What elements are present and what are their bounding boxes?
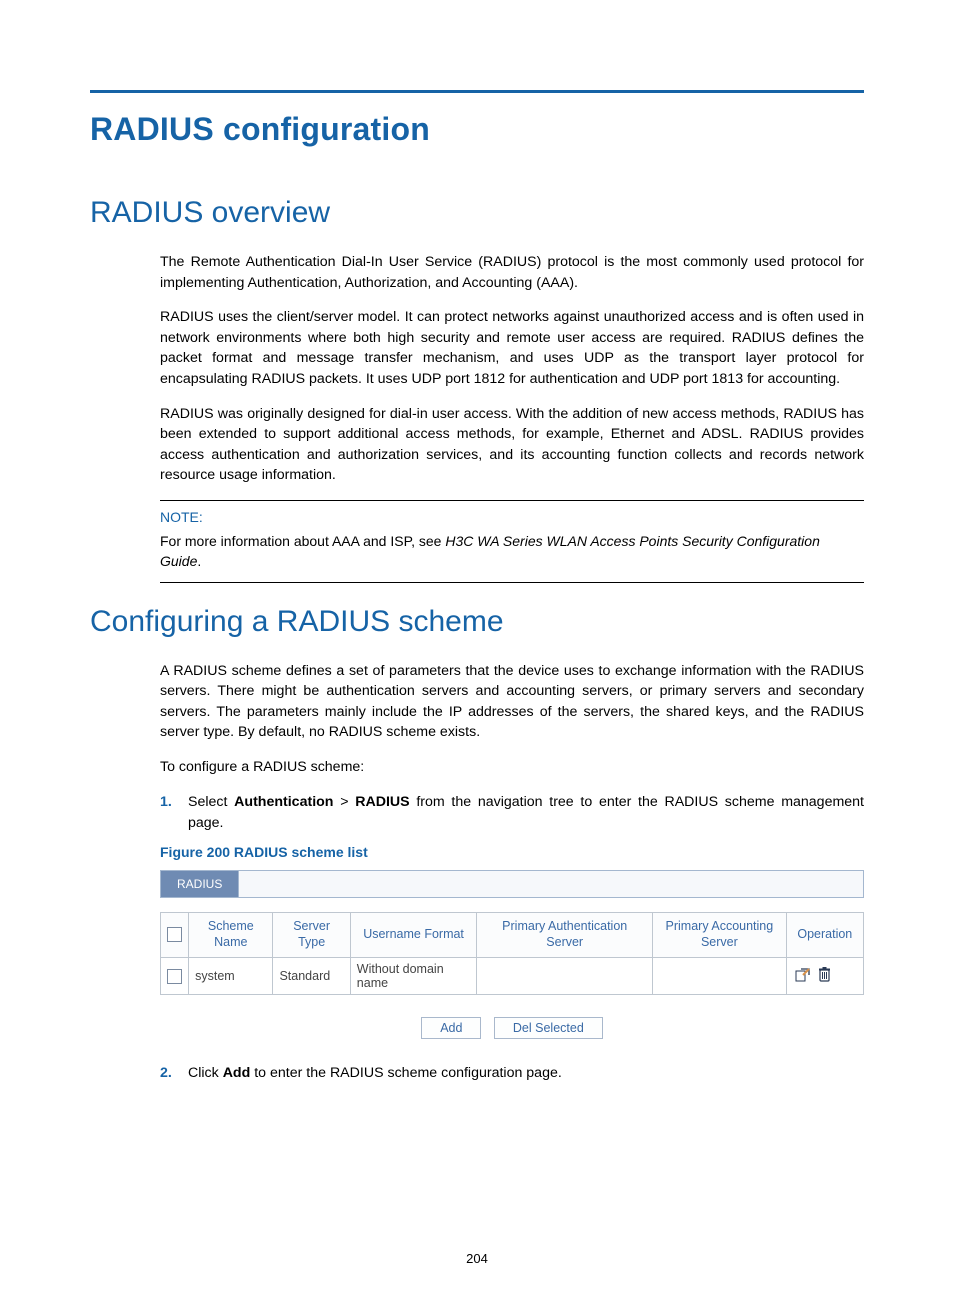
col-select-all[interactable] [161,913,189,958]
page-number: 204 [0,1251,954,1266]
note-post: . [197,553,201,569]
cell-primary-acct [653,958,787,995]
row-select[interactable] [161,958,189,995]
cell-server-type: Standard [273,958,350,995]
table-row: system Standard Without domain name [161,958,864,995]
page: RADIUS configuration RADIUS overview The… [0,0,954,1296]
note-label: NOTE: [160,509,864,525]
col-username-format[interactable]: Username Format [350,913,477,958]
cell-username-format: Without domain name [350,958,477,995]
overview-p2: RADIUS uses the client/server model. It … [160,307,864,389]
col-scheme-name[interactable]: Scheme Name [189,913,273,958]
step-1: Select Authentication > RADIUS from the … [160,792,864,835]
page-title: RADIUS configuration [90,111,864,148]
del-selected-button[interactable]: Del Selected [494,1017,603,1039]
checkbox-icon[interactable] [167,927,182,942]
tab-radius[interactable]: RADIUS [161,871,239,897]
config-body: A RADIUS scheme defines a set of paramet… [160,661,864,1085]
step1-b1: Authentication [234,794,333,810]
col-primary-acct[interactable]: Primary Accounting Server [653,913,787,958]
overview-body: The Remote Authentication Dial-In User S… [160,252,864,583]
figure-caption: Figure 200 RADIUS scheme list [160,844,864,860]
config-p2: To configure a RADIUS scheme: [160,757,864,778]
figure-radius-scheme-list: RADIUS Scheme Name Server Type Username … [160,870,864,1039]
steps-list-2: Click Add to enter the RADIUS scheme con… [160,1063,864,1084]
step-2: Click Add to enter the RADIUS scheme con… [160,1063,864,1084]
overview-p3: RADIUS was originally designed for dial-… [160,404,864,486]
section-heading-config: Configuring a RADIUS scheme [90,605,864,639]
edit-icon[interactable] [795,968,811,985]
top-rule [90,90,864,93]
add-button[interactable]: Add [421,1017,481,1039]
note-pre: For more information about AAA and ISP, … [160,533,445,549]
cell-primary-auth [477,958,653,995]
tab-bar: RADIUS [160,870,864,898]
step1-pre: Select [188,794,234,810]
note-box: NOTE: For more information about AAA and… [160,500,864,583]
trash-icon[interactable] [818,967,831,985]
step2-pre: Click [188,1065,223,1081]
col-server-type[interactable]: Server Type [273,913,350,958]
step2-post: to enter the RADIUS scheme configuration… [250,1065,562,1081]
step1-sep: > [333,794,355,810]
scheme-table: Scheme Name Server Type Username Format … [160,912,864,995]
col-operation: Operation [786,913,863,958]
note-text: For more information about AAA and ISP, … [160,531,864,572]
overview-p1: The Remote Authentication Dial-In User S… [160,252,864,293]
cell-scheme-name: system [189,958,273,995]
config-p1: A RADIUS scheme defines a set of paramet… [160,661,864,743]
cell-operation [786,958,863,995]
section-heading-overview: RADIUS overview [90,196,864,230]
steps-list: Select Authentication > RADIUS from the … [160,792,864,835]
button-row: Add Del Selected [160,1017,864,1039]
col-primary-auth[interactable]: Primary Authentication Server [477,913,653,958]
step2-b: Add [223,1065,251,1081]
step1-b2: RADIUS [355,794,409,810]
checkbox-icon[interactable] [167,969,182,984]
table-header-row: Scheme Name Server Type Username Format … [161,913,864,958]
